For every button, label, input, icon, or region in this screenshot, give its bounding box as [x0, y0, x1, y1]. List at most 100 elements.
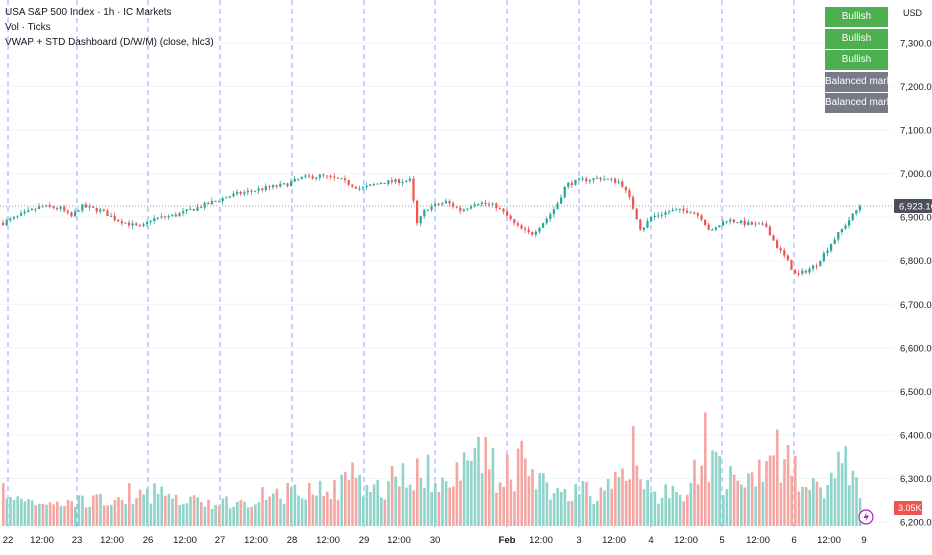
candle-down: [164, 216, 167, 218]
volume-bar: [20, 498, 23, 526]
volume-bar: [5, 498, 9, 526]
candle-down: [498, 208, 501, 210]
volume-bar: [678, 494, 682, 526]
volume-bar: [444, 481, 448, 526]
volume-bar: [477, 436, 480, 526]
time-tick-label: 12:00: [387, 535, 411, 546]
price-tick-label: 7,000.00: [900, 169, 932, 180]
volume-bar: [592, 504, 595, 526]
last-price-badge[interactable]: [894, 199, 932, 213]
axis-badges: 6,923.10 3.05K: [858, 199, 932, 525]
candle-down: [527, 229, 530, 233]
price-axis[interactable]: 7,300.00 7,200.00 7,100.00 7,000.00 6,900.00…: [900, 39, 932, 529]
volume-bar: [624, 480, 628, 526]
currency-label[interactable]: USD: [903, 8, 923, 18]
dashboard-indicator-title[interactable]: VWAP + STD Dashboard (D/W/M) (close, hlc…: [5, 37, 214, 48]
volume-bar: [239, 499, 243, 526]
volume-bar: [578, 494, 581, 526]
volume-bar: [776, 429, 779, 526]
volume-bar: [304, 499, 307, 526]
candle-up: [578, 178, 581, 180]
candle-down: [239, 192, 242, 194]
volume-bar: [232, 506, 235, 526]
volume-bar: [642, 489, 646, 526]
candle-up: [99, 209, 102, 212]
volume-indicator-title[interactable]: Vol · Ticks: [5, 22, 51, 33]
volume-bar: [149, 503, 153, 526]
volume-bar: [214, 505, 217, 526]
dashboard-cell-4: Balanced market: [825, 71, 888, 92]
candle-up: [405, 180, 408, 182]
candle-up: [711, 229, 714, 231]
volume-bar: [315, 495, 318, 526]
candle-down: [815, 265, 818, 267]
candle-up: [653, 215, 656, 217]
candle-up: [675, 209, 678, 211]
candle-down: [329, 175, 332, 177]
volume-bar: [376, 479, 379, 526]
volume-bar: [196, 497, 199, 526]
volume-bar: [383, 499, 387, 526]
candle-down: [63, 206, 66, 211]
volume-bar: [160, 486, 163, 526]
volume-bar: [570, 500, 574, 526]
last-price-label: 6,923.10: [899, 202, 932, 213]
volume-bar: [498, 482, 502, 526]
candle-up: [5, 220, 8, 226]
candle-down: [70, 212, 73, 217]
candle-down: [570, 182, 573, 185]
volume-bar: [711, 450, 714, 526]
volume-bar: [668, 498, 671, 526]
time-axis[interactable]: 22 12:00 23 12:00 26 12:00 27 12:00 28 12:00 29 12:…: [3, 535, 867, 546]
volume-badge[interactable]: [894, 501, 922, 515]
volume-bar: [650, 492, 653, 526]
candle-up: [830, 244, 833, 251]
volume-bar: [534, 489, 538, 526]
volume-bar: [426, 454, 430, 526]
candle-up: [358, 188, 361, 190]
dashboard-cell-5: Balanced market: [825, 93, 888, 113]
price-tick-label: 6,600.00: [900, 343, 932, 354]
volume-bar: [448, 487, 451, 526]
candle-up: [689, 212, 692, 214]
candle-up: [714, 227, 717, 230]
volume-bar: [696, 484, 700, 526]
candle-up: [149, 221, 152, 223]
candle-down: [48, 205, 51, 207]
volume-bar: [228, 508, 232, 526]
volume-bar: [369, 492, 372, 526]
candle-up: [552, 209, 555, 215]
volume-bar: [858, 498, 862, 526]
symbol-title[interactable]: USA S&P 500 Index · 1h · IC Markets: [5, 7, 172, 18]
volume-bar: [221, 498, 225, 526]
volume-bar: [581, 481, 585, 526]
volume-bar: [250, 506, 253, 526]
candle-up: [297, 178, 300, 180]
volume-bar: [610, 488, 613, 526]
candle-up: [822, 253, 825, 262]
volume-bar: [693, 459, 696, 526]
volume-bar: [786, 444, 790, 526]
volume-bar: [99, 493, 102, 526]
volume-bar: [779, 482, 783, 526]
candle-up: [77, 210, 80, 212]
candle-up: [837, 232, 840, 240]
candle-up: [426, 209, 429, 211]
time-tick-label: 12:00: [529, 535, 553, 546]
price-tick-label: 7,100.00: [900, 126, 932, 137]
candle-up: [232, 193, 235, 197]
volume-bar: [322, 495, 325, 526]
candle-up: [16, 215, 19, 217]
volume-bar: [9, 497, 12, 526]
candle-up: [30, 208, 33, 211]
candle-down: [779, 248, 782, 251]
candle-up: [642, 227, 645, 230]
candle-up: [722, 221, 725, 226]
volume-bar: [812, 477, 815, 526]
volume-bar: [826, 484, 829, 526]
time-tick-label: 6: [791, 535, 796, 546]
volume-bar: [401, 463, 405, 526]
candle-up: [153, 218, 156, 222]
candle-down: [344, 178, 347, 180]
